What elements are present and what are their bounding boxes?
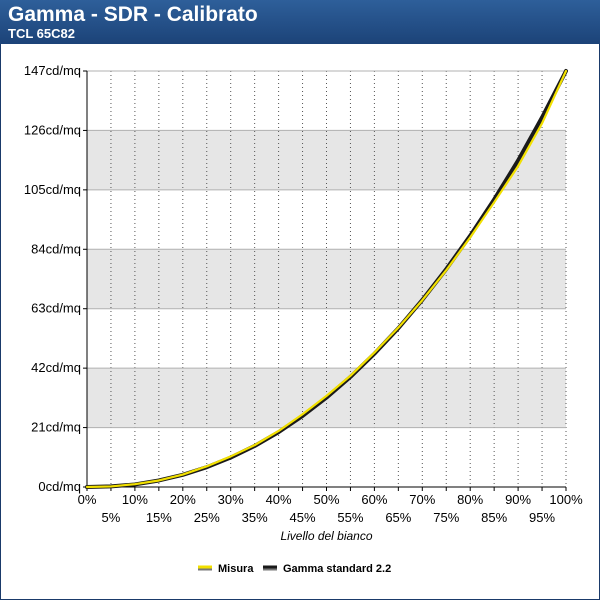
x-tick-label: 60% xyxy=(361,492,387,507)
x-axis-label: Livello del bianco xyxy=(280,529,372,543)
x-tick-label: 75% xyxy=(433,510,459,525)
x-tick-label: 20% xyxy=(170,492,196,507)
x-tick-label: 40% xyxy=(266,492,292,507)
x-tick-labels: 0% 5%10% 15% 20% 25% 30% 35% 40% 45% 50% 55% 60% 65%… xyxy=(78,492,583,525)
series-lines xyxy=(85,69,568,489)
x-tick-label: 45% xyxy=(290,510,316,525)
y-tick-label: 147cd/mq xyxy=(24,63,81,78)
legend-label: Misura xyxy=(218,563,254,575)
y-tick-label: 0cd/mq xyxy=(38,479,81,494)
x-tick-label: 70% xyxy=(409,492,435,507)
y-tick-label: 126cd/mq xyxy=(24,122,81,137)
gamma-chart: 0cd/mq 21cd/mq 42cd/mq 63cd/mq 84cd/mq 105cd/… xyxy=(24,63,583,575)
chart-subtitle: TCL 65C82 xyxy=(8,26,75,41)
x-tick-label: 80% xyxy=(457,492,483,507)
x-tick-label: 85% xyxy=(481,510,507,525)
x-tick-label: 5% xyxy=(102,510,121,525)
x-tick-label: 15% xyxy=(146,510,172,525)
x-tick-label: 25% xyxy=(194,510,220,525)
x-tick-label: 65% xyxy=(385,510,411,525)
x-tick-label: 30% xyxy=(218,492,244,507)
x-tick-label: 10% xyxy=(122,492,148,507)
x-tick-label: 90% xyxy=(505,492,531,507)
y-tick-labels: 0cd/mq 21cd/mq 42cd/mq 63cd/mq 84cd/mq 105cd/… xyxy=(24,63,81,494)
legend-label: Gamma standard 2.2 xyxy=(283,563,391,575)
x-tick-label: 35% xyxy=(242,510,268,525)
measured-gamma-line xyxy=(85,69,568,489)
chart-header: Gamma - SDR - Calibrato TCL 65C82 xyxy=(0,0,600,44)
legend: Misura Gamma standard 2.2 xyxy=(198,563,391,575)
axes xyxy=(83,70,567,491)
x-tick-label: 50% xyxy=(313,492,339,507)
plot-bands xyxy=(87,130,566,428)
y-tick-label: 63cd/mq xyxy=(31,301,81,316)
horizontal-gridlines xyxy=(87,70,566,429)
y-tick-label: 42cd/mq xyxy=(31,360,81,375)
y-tick-label: 84cd/mq xyxy=(31,241,81,256)
vertical-gridlines xyxy=(110,71,567,487)
x-tick-label: 0% xyxy=(78,492,97,507)
y-tick-label: 105cd/mq xyxy=(24,182,81,197)
chart-title: Gamma - SDR - Calibrato xyxy=(8,3,258,26)
x-tick-label: 95% xyxy=(529,510,555,525)
x-tick-label: 100% xyxy=(549,492,583,507)
y-tick-label: 21cd/mq xyxy=(31,420,81,435)
x-tick-label: 55% xyxy=(337,510,363,525)
